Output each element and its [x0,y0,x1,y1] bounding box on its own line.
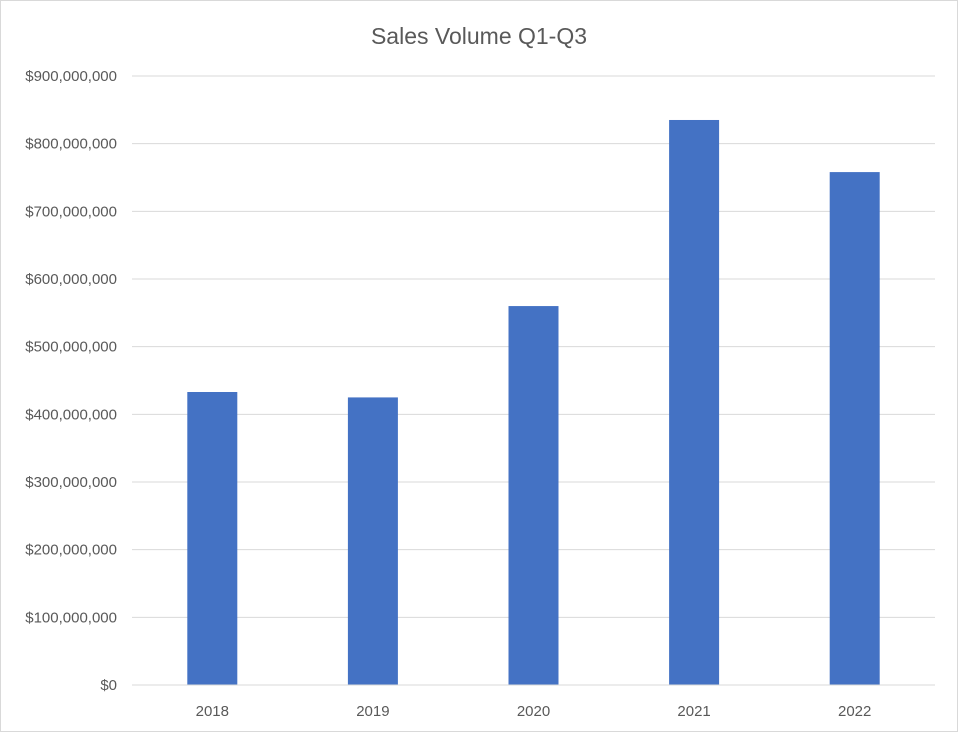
bar-2021 [669,119,720,685]
bars [187,119,880,685]
chart-title: Sales Volume Q1-Q3 [371,23,587,49]
bar-2019 [347,397,398,685]
y-tick-label: $100,000,000 [25,609,117,626]
y-tick-label: $900,000,000 [25,68,117,85]
y-tick-label: $700,000,000 [25,203,117,220]
x-tick-label: 2020 [517,703,550,720]
x-axis: 2018 2019 2020 2021 2022 [132,684,935,720]
y-tick-label: $800,000,000 [25,136,117,153]
x-tick-label: 2021 [677,703,710,720]
x-tick-label: 2022 [838,703,871,720]
bar-2018 [187,392,238,685]
bar-2020 [508,306,559,685]
x-tick-label: 2019 [356,703,389,720]
y-tick-label: $300,000,000 [25,474,117,491]
y-tick-label: $600,000,000 [25,271,117,288]
y-tick-label: $0 [100,677,117,694]
x-tick-label: 2018 [196,703,229,720]
y-axis: $0 $100,000,000 $200,000,000 $300,000,000 $4… [25,68,117,694]
y-tick-label: $200,000,000 [25,542,117,559]
y-tick-label: $500,000,000 [25,339,117,356]
bar-2022 [829,172,880,685]
y-tick-label: $400,000,000 [25,406,117,423]
